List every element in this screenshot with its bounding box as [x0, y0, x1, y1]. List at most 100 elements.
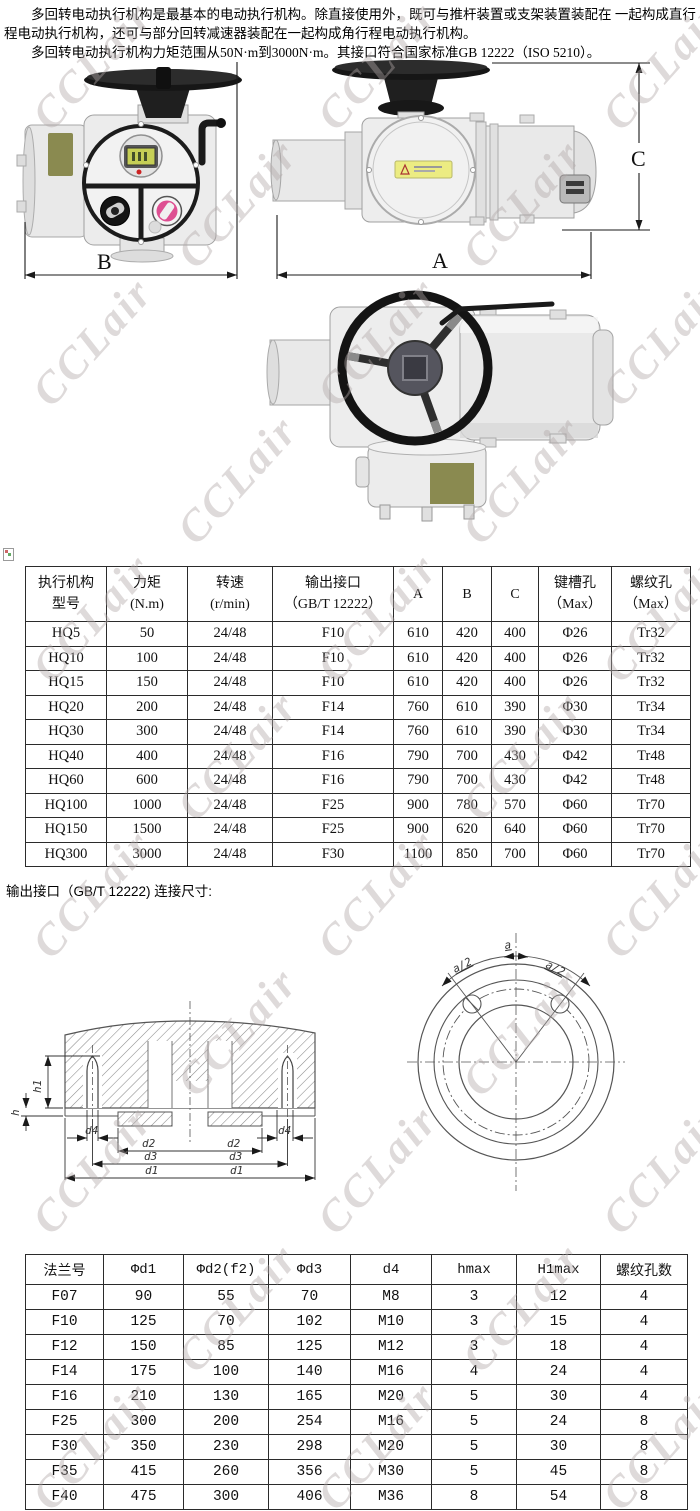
table-row: HQ5 50 24/48 F10 610 420 400 Φ26 Tr32	[25, 621, 691, 647]
table-cell: 300	[103, 1409, 184, 1435]
table-row: F30 350 230 298 M20 5 30 8	[25, 1434, 688, 1460]
control-panel	[82, 121, 200, 245]
table-cell: 298	[268, 1434, 351, 1460]
table-cell: 24/48	[187, 841, 273, 867]
declutch-lever	[439, 301, 555, 326]
table-cell: 85	[183, 1334, 269, 1360]
table-cell: 4	[600, 1334, 688, 1360]
table-cell: 15	[516, 1309, 601, 1335]
table-cell: 100	[183, 1359, 269, 1385]
table-cell: F35	[25, 1459, 104, 1485]
dim-d1-right: d1	[230, 1164, 243, 1177]
table-cell: 50	[106, 621, 188, 647]
table-cell: 415	[103, 1459, 184, 1485]
table-cell: 760	[393, 719, 443, 745]
table-cell: 430	[491, 743, 539, 769]
table-row: F12 150 85 125 M12 3 18 4	[25, 1334, 688, 1360]
dim-h1: h1	[31, 1080, 44, 1093]
table-cell: Tr34	[611, 719, 691, 745]
operation-knob[interactable]	[151, 195, 183, 227]
table-cell: 24/48	[187, 817, 273, 843]
dim-d2: d2	[142, 1137, 156, 1150]
table-cell: Φ26	[538, 670, 612, 696]
angle-a2-left-label: a/2	[450, 955, 474, 976]
column-header: 键槽孔 （Max）	[538, 566, 612, 622]
table-cell: F10	[272, 621, 394, 647]
table-row: HQ150 1500 24/48 F25 900 620 640 Φ60 Tr70	[25, 817, 691, 843]
table-row: HQ30 300 24/48 F14 760 610 390 Φ30 Tr34	[25, 719, 691, 745]
table-cell: 175	[103, 1359, 184, 1385]
actuator-spec-table: 执行机构 型号 力矩 (N.m) 转速 (r/min) 输出接口 （GB/T 12222） A B…	[25, 566, 691, 867]
actuator-side-photo: A C	[270, 60, 650, 279]
table-cell: 24/48	[187, 792, 273, 818]
table-cell: 45	[516, 1459, 601, 1485]
table-cell: Φ60	[538, 817, 612, 843]
table-cell: Tr34	[611, 694, 691, 720]
table-cell: 430	[491, 768, 539, 794]
column-header: A	[393, 566, 443, 622]
table-cell: 260	[183, 1459, 269, 1485]
table-row: F10 125 70 102 M10 3 15 4	[25, 1309, 688, 1335]
table-row: HQ60 600 24/48 F16 790 700 430 Φ42 Tr48	[25, 768, 691, 794]
table-cell: F16	[25, 1384, 104, 1410]
table-cell: 570	[491, 792, 539, 818]
table-cell: 850	[442, 841, 492, 867]
table-cell: 1500	[106, 817, 188, 843]
table-cell: 3	[431, 1309, 517, 1335]
table-cell: 610	[442, 694, 492, 720]
table-cell: F16	[272, 743, 394, 769]
column-header: hmax	[431, 1254, 517, 1285]
table-cell: HQ30	[25, 719, 107, 745]
table-cell: 4	[431, 1359, 517, 1385]
table-cell: 600	[106, 768, 188, 794]
base-flange	[355, 438, 487, 522]
table-cell: F10	[25, 1309, 104, 1335]
table-cell: 140	[268, 1359, 351, 1385]
broken-image-icon	[3, 548, 14, 561]
flange-section-drawing: h1 h d4 d2 d3 d1 d2 d3 d4 d1	[9, 1001, 316, 1182]
table-row: F35 415 260 356 M30 5 45 8	[25, 1459, 688, 1485]
table-cell: F10	[272, 645, 394, 671]
selector-knob[interactable]	[100, 196, 130, 226]
table-cell: 70	[268, 1284, 351, 1310]
dim-d3-right: d3	[229, 1150, 242, 1163]
column-header: B	[442, 566, 492, 622]
table-cell: 24/48	[187, 743, 273, 769]
dimension-c	[492, 62, 650, 231]
table-cell: Φ30	[538, 694, 612, 720]
table-row: HQ15 150 24/48 F10 610 420 400 Φ26 Tr32	[25, 670, 691, 696]
table-cell: 30	[516, 1384, 601, 1410]
table-cell: 420	[442, 645, 492, 671]
table-cell: M10	[350, 1309, 432, 1335]
handwheel[interactable]	[337, 290, 493, 446]
table-cell: 150	[103, 1334, 184, 1360]
table-cell: Tr48	[611, 768, 691, 794]
table-cell: F25	[272, 817, 394, 843]
table-cell: 5	[431, 1409, 517, 1435]
table-cell: Φ30	[538, 719, 612, 745]
table-cell: 610	[393, 670, 443, 696]
table-cell: 610	[393, 645, 443, 671]
table-cell: 5	[431, 1459, 517, 1485]
table-cell: 300	[106, 719, 188, 745]
table-cell: HQ150	[25, 817, 107, 843]
table-cell: 1100	[393, 841, 443, 867]
table-row: F14 175 100 140 M16 4 24 4	[25, 1359, 688, 1385]
table-cell: 790	[393, 743, 443, 769]
table-cell: 24/48	[187, 694, 273, 720]
table-cell: 165	[268, 1384, 351, 1410]
table-cell: 125	[268, 1334, 351, 1360]
table-cell: 3	[431, 1284, 517, 1310]
table-cell: HQ5	[25, 621, 107, 647]
table-cell: 200	[183, 1409, 269, 1435]
table-cell: 230	[183, 1434, 269, 1460]
table-cell: 30	[516, 1434, 601, 1460]
flange-dimensions-table: 法兰号 Φd1 Φd2(f2) Φd3 d4 hmax H1max 螺纹孔数 F07 90 55 70…	[25, 1254, 688, 1510]
dim-d3: d3	[144, 1150, 157, 1163]
table-cell: M30	[350, 1459, 432, 1485]
table-cell: Φ60	[538, 841, 612, 867]
table-cell: 790	[393, 768, 443, 794]
table-cell: 390	[491, 719, 539, 745]
table-cell: Tr32	[611, 645, 691, 671]
actuator-dimension-photos: B	[16, 60, 650, 279]
